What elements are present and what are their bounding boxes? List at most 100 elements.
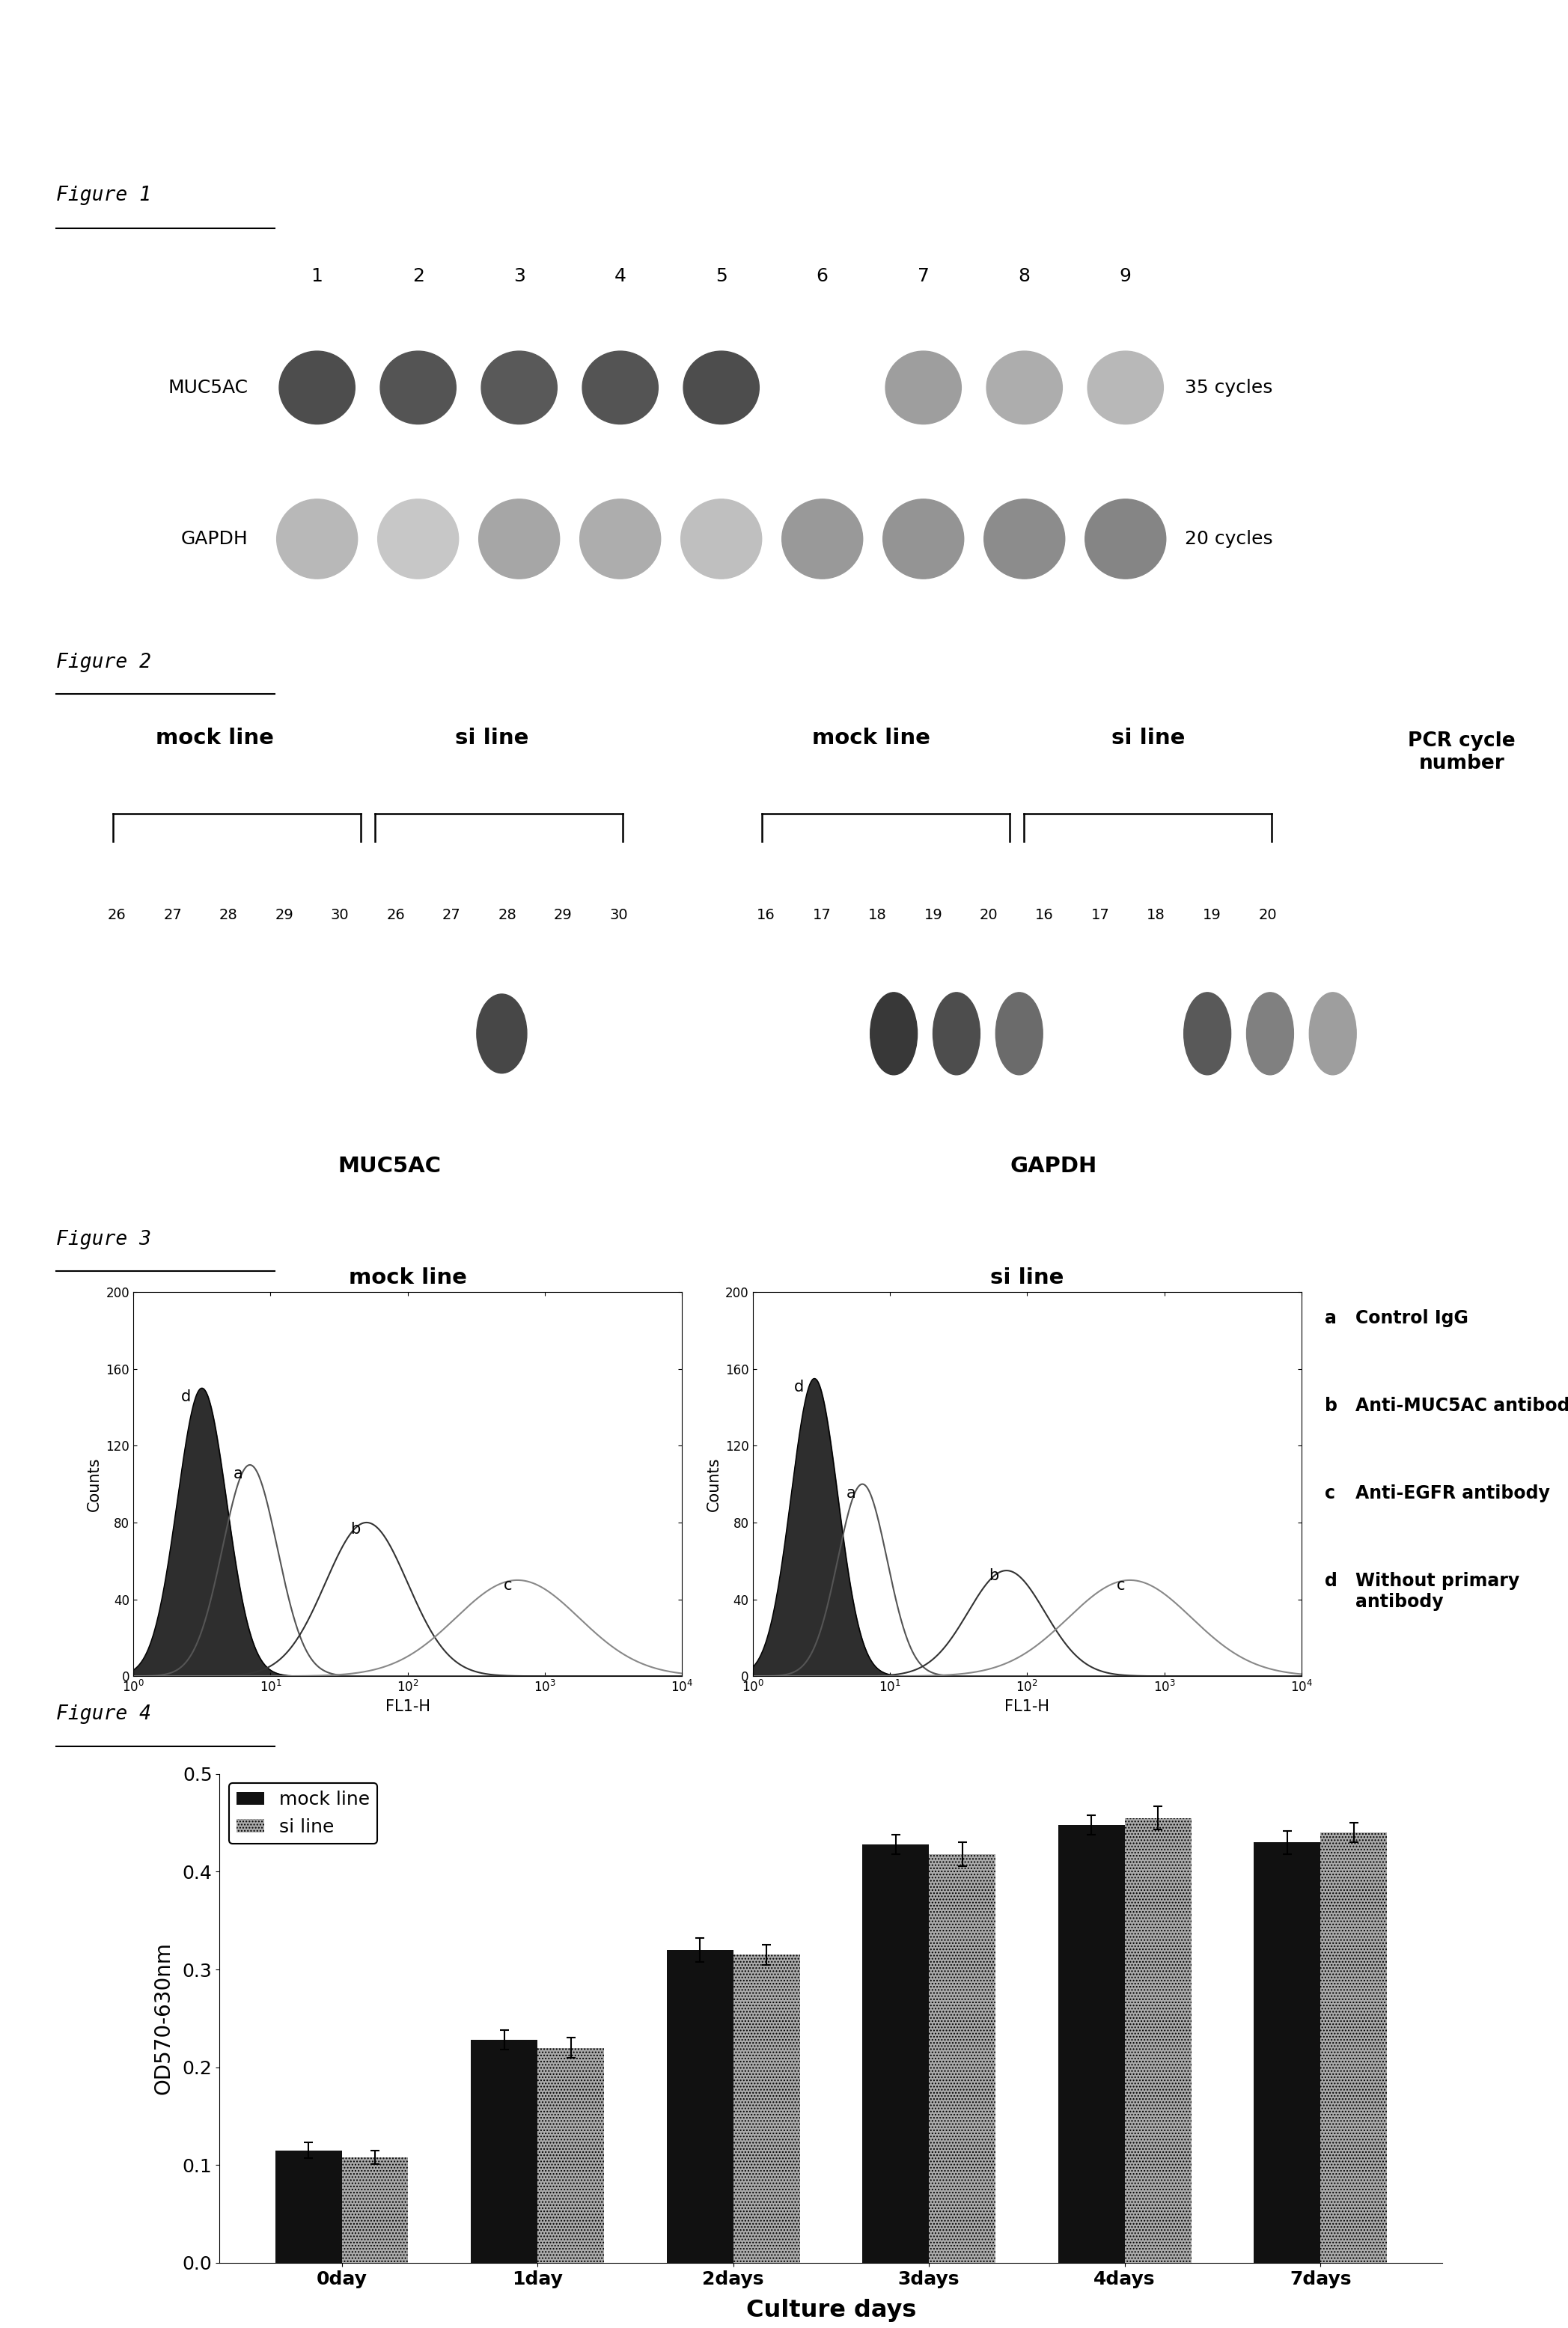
Ellipse shape	[986, 352, 1062, 424]
Bar	[1058, 1825, 1124, 2263]
Ellipse shape	[1247, 992, 1294, 1076]
Text: c: c	[1325, 1485, 1336, 1502]
Y-axis label: Counts: Counts	[86, 1457, 102, 1511]
Text: 26: 26	[108, 908, 127, 922]
Text: 30: 30	[610, 908, 627, 922]
Text: si line: si line	[1112, 726, 1185, 750]
Bar	[734, 1956, 800, 2263]
Text: 30: 30	[331, 908, 350, 922]
Ellipse shape	[478, 498, 560, 580]
X-axis label: FL1-H: FL1-H	[386, 1699, 430, 1713]
Text: a: a	[234, 1467, 243, 1481]
Text: 26: 26	[386, 908, 405, 922]
Text: 28: 28	[499, 908, 516, 922]
Bar	[1254, 1841, 1320, 2263]
Y-axis label: Counts: Counts	[706, 1457, 721, 1511]
Text: GAPDH: GAPDH	[182, 531, 248, 547]
Ellipse shape	[996, 992, 1043, 1076]
Ellipse shape	[985, 498, 1065, 580]
Text: 17: 17	[812, 908, 831, 922]
Text: d: d	[793, 1381, 804, 1394]
Ellipse shape	[477, 994, 527, 1073]
Title: mock line: mock line	[348, 1266, 467, 1287]
Text: 27: 27	[442, 908, 461, 922]
Bar	[862, 1844, 928, 2263]
Y-axis label: OD570-630nm: OD570-630nm	[154, 1942, 174, 2095]
Text: b: b	[350, 1523, 361, 1536]
Bar	[1320, 1832, 1388, 2263]
Ellipse shape	[381, 352, 456, 424]
Ellipse shape	[684, 352, 759, 424]
Text: c: c	[503, 1578, 513, 1592]
Text: 20 cycles: 20 cycles	[1185, 531, 1273, 547]
Text: 18: 18	[869, 908, 886, 922]
Text: d: d	[1325, 1571, 1338, 1590]
Text: 8: 8	[1019, 268, 1030, 284]
Text: 3: 3	[513, 268, 525, 284]
Text: Figure 2: Figure 2	[56, 652, 152, 673]
Ellipse shape	[580, 498, 660, 580]
Text: 20: 20	[980, 908, 999, 922]
Ellipse shape	[279, 352, 354, 424]
Text: 19: 19	[924, 908, 942, 922]
Text: Figure 3: Figure 3	[56, 1229, 152, 1250]
Text: 29: 29	[274, 908, 293, 922]
Text: 17: 17	[1091, 908, 1110, 922]
Ellipse shape	[681, 498, 762, 580]
Text: Anti-EGFR antibody: Anti-EGFR antibody	[1355, 1485, 1549, 1502]
Text: a: a	[847, 1485, 856, 1502]
Text: 28: 28	[220, 908, 238, 922]
Ellipse shape	[1309, 992, 1356, 1076]
Text: 2: 2	[412, 268, 423, 284]
Bar	[666, 1951, 734, 2263]
Ellipse shape	[1088, 352, 1163, 424]
Ellipse shape	[782, 498, 862, 580]
Ellipse shape	[378, 498, 458, 580]
Text: MUC5AC: MUC5AC	[339, 1155, 441, 1178]
Text: c: c	[1116, 1578, 1124, 1592]
Ellipse shape	[1184, 992, 1231, 1076]
Text: 7: 7	[917, 268, 930, 284]
Bar	[1124, 1818, 1192, 2263]
Text: 27: 27	[163, 908, 182, 922]
Text: PCR cycle
number: PCR cycle number	[1408, 731, 1515, 773]
Text: 1: 1	[310, 268, 323, 284]
Text: Figure 4: Figure 4	[56, 1704, 152, 1725]
Text: Control IgG: Control IgG	[1355, 1308, 1468, 1327]
Ellipse shape	[886, 352, 961, 424]
Text: 5: 5	[715, 268, 728, 284]
Text: 35 cycles: 35 cycles	[1185, 379, 1273, 396]
Ellipse shape	[883, 498, 964, 580]
Text: 4: 4	[615, 268, 626, 284]
Text: 16: 16	[1035, 908, 1054, 922]
Title: si line: si line	[991, 1266, 1063, 1287]
Text: GAPDH: GAPDH	[1010, 1155, 1096, 1178]
Text: si line: si line	[455, 726, 528, 750]
Bar	[274, 2151, 342, 2263]
Text: mock line: mock line	[155, 726, 274, 750]
Bar	[470, 2039, 538, 2263]
X-axis label: Culture days: Culture days	[746, 2298, 916, 2321]
Text: MUC5AC: MUC5AC	[168, 379, 248, 396]
Ellipse shape	[582, 352, 659, 424]
Ellipse shape	[276, 498, 358, 580]
Text: a: a	[1325, 1308, 1338, 1327]
Text: 18: 18	[1146, 908, 1165, 922]
Text: 6: 6	[817, 268, 828, 284]
Text: 29: 29	[554, 908, 572, 922]
X-axis label: FL1-H: FL1-H	[1005, 1699, 1049, 1713]
Bar	[538, 2049, 604, 2263]
Ellipse shape	[870, 992, 917, 1076]
Legend: mock line, si line: mock line, si line	[229, 1783, 378, 1844]
Text: Anti-MUC5AC antibody: Anti-MUC5AC antibody	[1355, 1397, 1568, 1415]
Text: d: d	[182, 1390, 191, 1404]
Text: 20: 20	[1259, 908, 1276, 922]
Text: b: b	[1325, 1397, 1338, 1415]
Text: Without primary
antibody: Without primary antibody	[1355, 1571, 1519, 1611]
Ellipse shape	[933, 992, 980, 1076]
Ellipse shape	[1085, 498, 1167, 580]
Text: b: b	[989, 1569, 999, 1583]
Text: 9: 9	[1120, 268, 1132, 284]
Text: mock line: mock line	[812, 726, 930, 750]
Text: Figure 1: Figure 1	[56, 186, 152, 205]
